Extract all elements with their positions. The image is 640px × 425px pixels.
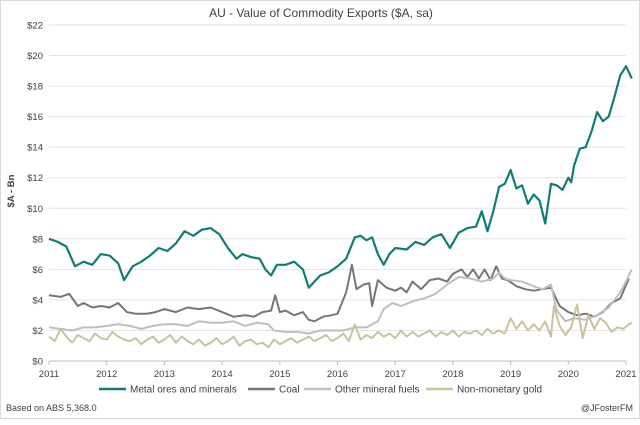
y-tick-label: $14	[27, 143, 43, 154]
y-tick-label: $16	[27, 112, 43, 123]
y-tick-label: $8	[32, 234, 43, 245]
legend-label-non-monetary-gold: Non-monetary gold	[457, 385, 542, 396]
x-axis-tick-labels: 2011 2012 2013 2014 2015 2016 2017 2018 2019 2020…	[39, 369, 637, 380]
series-lines	[48, 65, 633, 349]
x-tick-label: 2016	[327, 369, 348, 380]
y-tick-label: $0	[32, 357, 43, 368]
y-tick-label: $2	[32, 326, 43, 337]
x-tick-label: 2014	[212, 369, 233, 380]
y-tick-label: $20	[27, 51, 43, 62]
x-tick-label: 2021	[615, 369, 636, 380]
legend-label-coal: Coal	[279, 385, 300, 396]
legend-label-metal-ores-and-minerals: Metal ores and minerals	[130, 385, 237, 396]
y-tick-label: $22	[27, 21, 43, 32]
series-line-metal-ores-and-minerals	[48, 65, 633, 289]
legend-label-other-mineral-fuels: Other mineral fuels	[335, 385, 419, 396]
y-tick-label: $12	[27, 173, 43, 184]
x-tick-label: 2017	[385, 369, 406, 380]
series-line-non-monetary-gold	[48, 303, 633, 349]
series-line-coal	[48, 263, 630, 323]
x-tick-label: 2019	[500, 369, 521, 380]
y-tick-label: $6	[32, 265, 43, 276]
chart-title: AU - Value of Commodity Exports ($A, sa)	[209, 6, 433, 20]
x-tick-label: 2013	[154, 369, 175, 380]
x-tick-label: 2020	[558, 369, 579, 380]
y-axis-tick-labels: $0 $2 $4 $6 $8 $10 $12 $14 $16 $18 $20 $22	[27, 21, 43, 368]
x-tick-label: 2011	[39, 369, 59, 380]
gridlines	[48, 24, 627, 365]
source-note: Based on ABS 5,368.0	[6, 403, 97, 413]
x-tick-label: 2015	[269, 369, 290, 380]
series-line-other-mineral-fuels	[48, 268, 633, 335]
x-tick-label: 2018	[442, 369, 463, 380]
y-tick-label: $10	[27, 204, 43, 215]
legend: Metal ores and minerals Coal Other mineral…	[99, 385, 542, 396]
x-tick-label: 2012	[96, 369, 117, 380]
author-credit: @JFosterFM	[581, 403, 633, 413]
y-tick-label: $18	[27, 82, 43, 93]
y-tick-label: $4	[32, 295, 43, 306]
y-axis-label: $A - Bn	[6, 174, 17, 207]
